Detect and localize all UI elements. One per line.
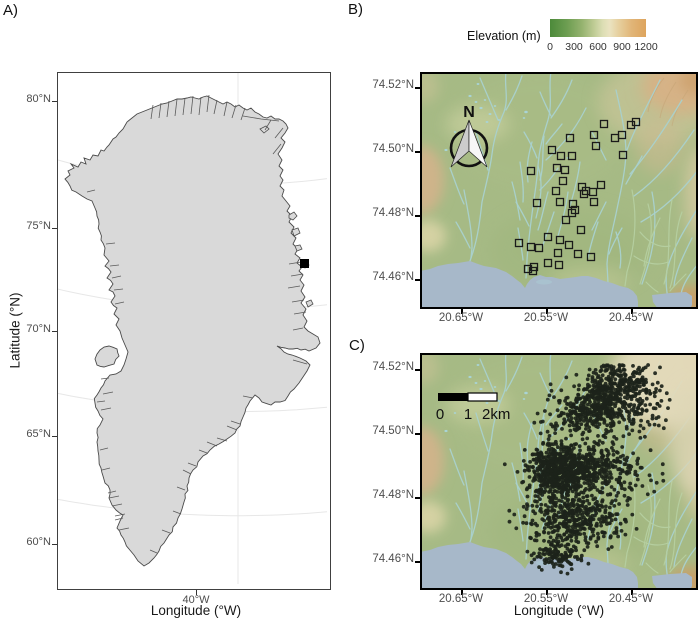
- svg-text:2km: 2km: [482, 406, 510, 423]
- svg-text:0: 0: [436, 406, 444, 423]
- svg-text:1: 1: [464, 406, 472, 423]
- svg-text:N: N: [463, 104, 475, 121]
